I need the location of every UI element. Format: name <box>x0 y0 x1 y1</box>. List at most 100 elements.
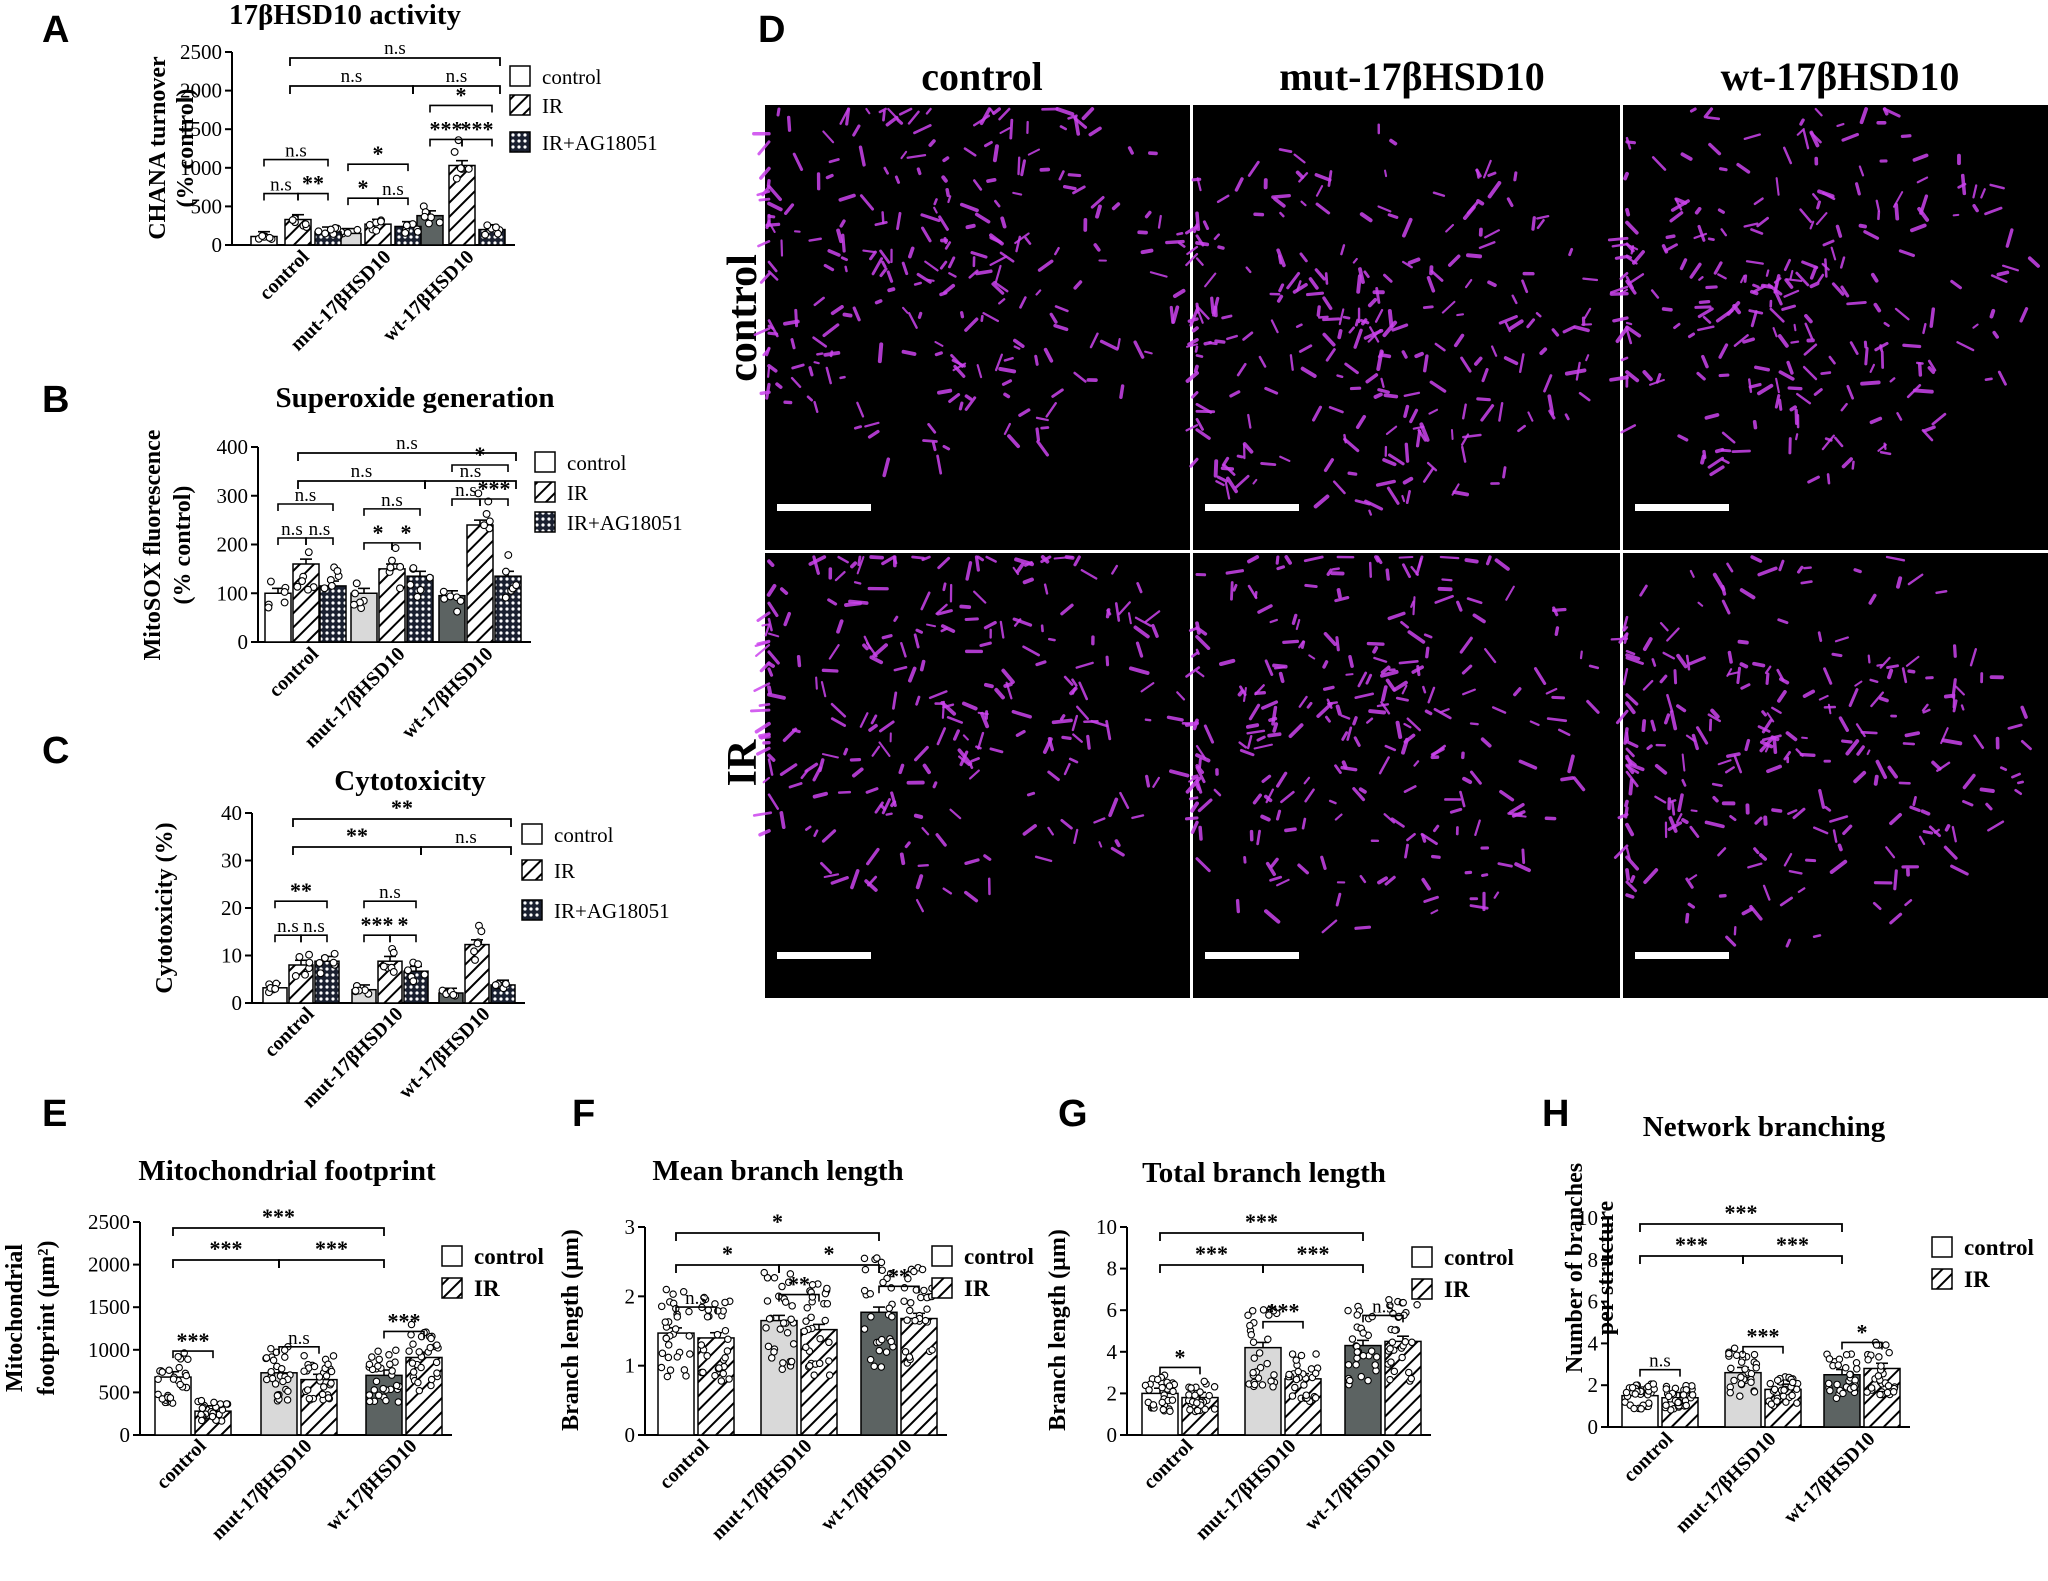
data-point <box>184 1355 192 1364</box>
mitochondria-fragment <box>805 825 812 831</box>
mitochondria-fragment <box>1800 580 1813 585</box>
data-point <box>222 1400 231 1408</box>
mitochondria-fragment <box>1681 778 1687 787</box>
mitochondria-fragment <box>836 228 844 244</box>
mitochondria-fragment <box>862 249 876 254</box>
mitochondria-fragment <box>767 260 778 273</box>
mitochondria-fragment <box>1432 191 1446 197</box>
data-point <box>392 1381 401 1390</box>
mitochondria-fragment <box>932 781 938 789</box>
mitochondria-fragment <box>1872 901 1882 911</box>
mitochondria-fragment <box>1367 297 1378 308</box>
legend-swatch <box>441 1277 463 1299</box>
data-point <box>825 1371 834 1379</box>
mitochondria-fragment <box>1423 895 1439 903</box>
mitochondria-fragment <box>1568 247 1574 257</box>
mitochondria-fragment <box>1169 305 1175 324</box>
mitochondria-fragment <box>1280 790 1295 804</box>
mitochondria-fragment <box>1733 754 1743 774</box>
data-point <box>1248 1307 1257 1315</box>
mitochondria-fragment <box>1698 276 1704 281</box>
mitochondria-fragment <box>813 361 820 365</box>
mitochondria-fragment <box>1127 146 1134 155</box>
data-point <box>721 1354 729 1362</box>
mitochondria-fragment <box>1136 581 1143 594</box>
mitochondria-fragment <box>1015 562 1025 574</box>
mitochondria-fragment <box>1395 696 1409 702</box>
mitochondria-fragment <box>1195 257 1204 266</box>
mitochondria-fragment <box>965 561 973 581</box>
data-point <box>778 1365 787 1373</box>
mitochondria-fragment <box>1073 371 1087 383</box>
mitochondria-fragment <box>1802 365 1818 381</box>
mitochondria-fragment <box>1337 329 1343 340</box>
mitochondria-fragment <box>901 261 909 276</box>
mitochondria-fragment <box>1984 377 1993 382</box>
mitochondria-fragment <box>1195 745 1207 760</box>
mitochondria-fragment <box>1295 618 1301 631</box>
data-point <box>388 1367 396 1375</box>
mitochondria-fragment <box>1583 307 1592 319</box>
mitochondria-fragment <box>973 590 987 604</box>
data-point <box>1364 1376 1372 1385</box>
mitochondria-fragment <box>1035 416 1049 422</box>
mitochondria-fragment <box>1219 658 1236 667</box>
data-point <box>900 1297 908 1305</box>
mitochondria-fragment <box>1721 599 1731 615</box>
y-tick-label: 0 <box>232 991 243 1015</box>
mitochondria-fragment <box>1789 270 1794 280</box>
mitochondria-fragment <box>1466 597 1483 605</box>
mitochondria-fragment <box>1885 555 1906 562</box>
mitochondria-fragment <box>1685 734 1696 743</box>
data-point <box>165 1366 173 1375</box>
data-point <box>501 593 510 602</box>
mitochondria-fragment <box>1022 824 1037 836</box>
data-point <box>1408 1338 1416 1347</box>
mitochondria-fragment <box>1391 323 1409 332</box>
mitochondria-fragment <box>1195 753 1211 763</box>
mitochondria-fragment <box>1732 304 1742 315</box>
mitochondria-fragment <box>1055 107 1075 117</box>
data-point <box>1244 1311 1252 1320</box>
data-point <box>432 1358 441 1367</box>
data-point <box>376 217 385 226</box>
mitochondria-fragment <box>856 555 865 575</box>
mitochondria-fragment <box>1322 332 1336 347</box>
data-point <box>1399 1298 1407 1307</box>
mitochondria-fragment <box>934 341 944 347</box>
data-point <box>1359 1329 1367 1337</box>
y-tick-label: 6 <box>1588 1290 1599 1314</box>
mitochondria-fragment <box>1341 731 1349 741</box>
legend-swatch <box>521 823 543 845</box>
mitochondria-fragment <box>762 347 771 357</box>
mitochondria-fragment <box>2020 739 2032 751</box>
mitochondria-fragment <box>1022 645 1040 657</box>
mitochondria-fragment <box>1753 847 1760 855</box>
mitochondria-fragment <box>1666 627 1680 642</box>
mitochondria-fragment <box>1812 826 1829 835</box>
mitochondria-fragment <box>820 680 827 698</box>
significance-bracket <box>1262 1264 1364 1273</box>
mitochondria-fragment <box>1269 875 1283 882</box>
mitochondria-fragment <box>1401 350 1408 359</box>
mitochondria-fragment <box>1646 744 1653 750</box>
data-point <box>860 1254 869 1263</box>
mitochondria-fragment <box>1365 373 1379 384</box>
y-axis-label: Cytotoxicity (%) <box>152 822 178 993</box>
mitochondria-fragment <box>1105 719 1112 741</box>
mitochondria-fragment <box>1380 665 1391 675</box>
mitochondria-fragment <box>1909 805 1921 813</box>
mitochondria-fragment <box>1375 287 1381 304</box>
mitochondria-fragment <box>753 327 771 337</box>
mitochondria-fragment <box>1306 701 1313 709</box>
data-point <box>700 1293 708 1302</box>
panel-label-d: D <box>758 9 785 51</box>
mitochondria-fragment <box>767 617 773 632</box>
mitochondria-fragment <box>1140 682 1155 693</box>
mitochondria-fragment <box>859 712 869 728</box>
mitochondria-fragment <box>936 727 947 746</box>
mitochondria-fragment <box>782 727 798 743</box>
mitochondria-fragment <box>911 555 925 560</box>
mitochondria-fragment <box>1625 880 1638 893</box>
data-point <box>781 1298 790 1306</box>
